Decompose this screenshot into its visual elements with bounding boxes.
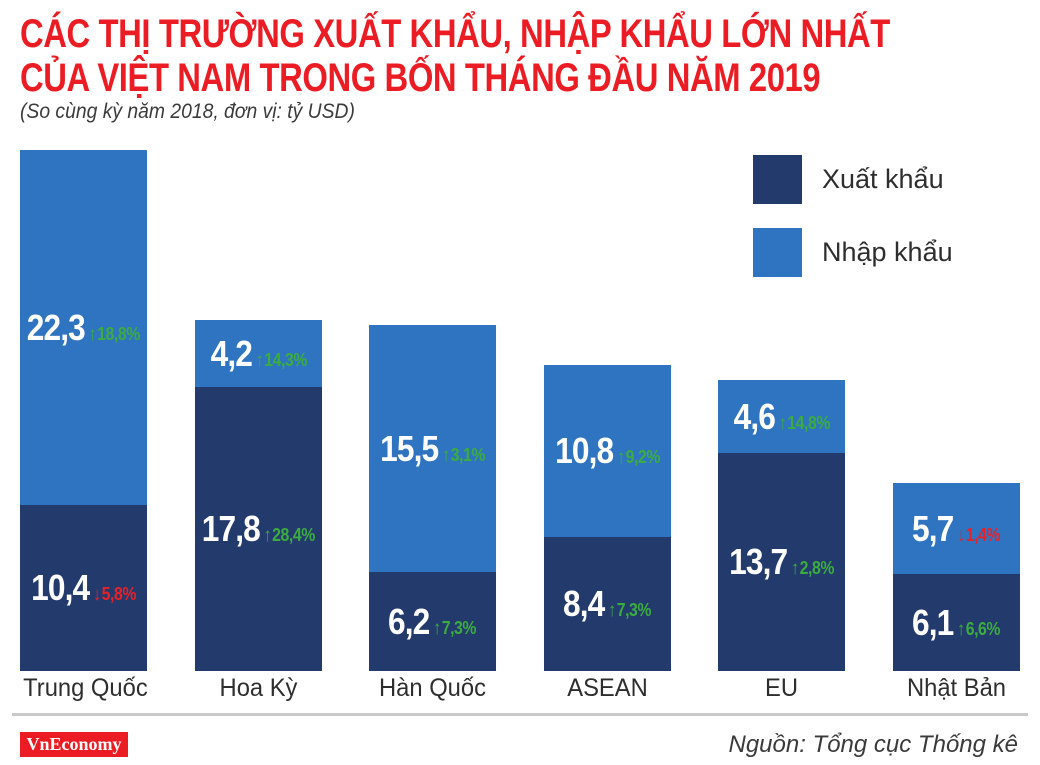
export-value: 8,4 <box>563 583 605 624</box>
export-change: ↑7,3% <box>608 600 652 622</box>
trend-arrow-icon: ↑ <box>441 444 450 466</box>
bar-asean: 10,8 ↑9,2% 8,4 ↑7,3% <box>544 365 671 671</box>
page-subtitle: (So cùng kỳ năm 2018, đơn vị: tỷ USD) <box>20 100 355 123</box>
import-change-value: 1,4% <box>966 524 1001 545</box>
import-value-row: 15,5 ↑3,1% <box>380 428 485 470</box>
export-change: ↑28,4% <box>264 525 316 547</box>
export-change-value: 6,6% <box>966 618 1001 639</box>
bar-han-quoc: 15,5 ↑3,1% 6,2 ↑7,3% <box>369 325 496 671</box>
export-segment: 10,4 ↓5,8% <box>20 505 147 671</box>
import-value-row: 5,7 ↓1,4% <box>912 507 1001 550</box>
export-segment: 13,7 ↑2,8% <box>718 453 845 671</box>
category-label: Hàn Quốc <box>379 674 486 702</box>
legend: Xuất khẩu Nhập khẩu <box>753 155 953 301</box>
export-value-row: 10,4 ↓5,8% <box>31 567 136 609</box>
import-value-row: 4,2 ↑14,3% <box>210 332 307 375</box>
export-change: ↑2,8% <box>790 558 835 580</box>
import-segment: 10,8 ↑9,2% <box>544 365 671 537</box>
import-segment: 5,7 ↓1,4% <box>893 483 1020 574</box>
import-change-value: 3,1% <box>450 444 486 465</box>
vneconomy-logo: VnEconomy <box>20 732 128 757</box>
trend-arrow-icon: ↑ <box>778 412 787 434</box>
import-value: 10,8 <box>555 430 614 471</box>
import-change-value: 9,2% <box>625 447 661 467</box>
export-value: 6,2 <box>388 600 430 642</box>
bar-trung-quoc: 22,3 ↑18,8% 10,4 ↓5,8% <box>20 150 147 671</box>
trend-arrow-icon: ↓ <box>957 524 966 546</box>
source-credit: Nguồn: Tổng cục Thống kê <box>728 731 1018 758</box>
legend-row-import: Nhập khẩu <box>753 228 953 277</box>
legend-import-label: Nhập khẩu <box>822 237 953 267</box>
legend-row-export: Xuất khẩu <box>753 155 953 204</box>
import-segment: 4,2 ↑14,3% <box>195 320 322 387</box>
import-segment: 4,6 ↑14,8% <box>718 380 845 453</box>
trend-arrow-icon: ↑ <box>608 600 617 621</box>
category-label: ASEAN <box>567 674 648 702</box>
import-change-value: 14,8% <box>787 412 830 433</box>
export-value-row: 6,2 ↑7,3% <box>388 600 477 643</box>
import-segment: 22,3 ↑18,8% <box>20 150 147 505</box>
import-change: ↑14,8% <box>778 413 830 435</box>
export-value-row: 6,1 ↑6,6% <box>912 601 1001 644</box>
export-value: 10,4 <box>31 567 90 608</box>
import-value: 22,3 <box>26 306 86 348</box>
page-title-line2: CỦA VIỆT NAM TRONG BỐN THÁNG ĐẦU NĂM 201… <box>20 56 821 100</box>
trend-arrow-icon: ↓ <box>92 584 101 605</box>
trend-arrow-icon: ↑ <box>616 447 625 468</box>
page-title-line1: CÁC THỊ TRƯỜNG XUẤT KHẨU, NHẬP KHẨU LỚN … <box>20 12 890 56</box>
export-value-row: 17,8 ↑28,4% <box>201 508 316 550</box>
import-value: 5,7 <box>912 507 954 549</box>
export-segment: 8,4 ↑7,3% <box>544 537 671 671</box>
export-change-value: 5,8% <box>101 584 137 604</box>
import-swatch-icon <box>753 228 802 277</box>
bar-hoa-ky: 4,2 ↑14,3% 17,8 ↑28,4% <box>195 320 322 671</box>
export-segment: 17,8 ↑28,4% <box>195 387 322 671</box>
export-segment: 6,1 ↑6,6% <box>893 574 1020 671</box>
trend-arrow-icon: ↑ <box>88 323 97 345</box>
import-value: 15,5 <box>380 427 439 469</box>
bar-eu: 4,6 ↑14,8% 13,7 ↑2,8% <box>718 380 845 671</box>
import-change: ↓1,4% <box>957 524 1001 547</box>
import-change: ↑14,3% <box>255 350 307 372</box>
export-change-value: 2,8% <box>799 558 835 578</box>
import-value-row: 10,8 ↑9,2% <box>555 430 660 472</box>
export-value-row: 8,4 ↑7,3% <box>563 583 652 625</box>
category-label: Hoa Kỳ <box>219 674 298 702</box>
import-value: 4,6 <box>733 395 775 437</box>
category-label: EU <box>764 674 798 702</box>
legend-export-label: Xuất khẩu <box>822 164 944 194</box>
export-change: ↓5,8% <box>92 584 137 606</box>
export-value: 6,1 <box>912 601 954 643</box>
trend-arrow-icon: ↑ <box>263 525 272 546</box>
import-change: ↑3,1% <box>441 444 486 467</box>
export-value-row: 13,7 ↑2,8% <box>729 541 834 583</box>
export-change: ↑6,6% <box>957 618 1001 641</box>
trend-arrow-icon: ↑ <box>255 349 264 371</box>
category-label: Nhật Bản <box>906 674 1007 702</box>
export-swatch-icon <box>753 155 802 204</box>
export-change-value: 7,3% <box>617 600 652 620</box>
import-value-row: 4,6 ↑14,8% <box>733 395 830 438</box>
import-segment: 15,5 ↑3,1% <box>369 325 496 572</box>
import-change-value: 18,8% <box>97 323 141 344</box>
footer-divider <box>12 713 1028 716</box>
export-change-value: 7,3% <box>442 617 477 638</box>
export-segment: 6,2 ↑7,3% <box>369 572 496 671</box>
export-change-value: 28,4% <box>272 525 316 545</box>
trend-arrow-icon: ↑ <box>790 558 799 579</box>
import-value-row: 22,3 ↑18,8% <box>26 306 141 349</box>
import-change: ↑9,2% <box>616 447 661 469</box>
import-change: ↑18,8% <box>89 324 141 346</box>
export-value: 13,7 <box>729 541 788 582</box>
export-value: 17,8 <box>201 508 261 549</box>
trend-arrow-icon: ↑ <box>957 618 966 640</box>
category-label: Trung Quốc <box>23 674 148 702</box>
export-change: ↑7,3% <box>433 617 477 640</box>
chart-area: 22,3 ↑18,8% 10,4 ↓5,8% 4,2 ↑14,3% <box>20 150 1020 671</box>
import-value: 4,2 <box>210 332 252 374</box>
bar-nhat-ban: 5,7 ↓1,4% 6,1 ↑6,6% <box>893 483 1020 671</box>
import-change-value: 14,3% <box>264 349 307 370</box>
trend-arrow-icon: ↑ <box>433 617 442 639</box>
